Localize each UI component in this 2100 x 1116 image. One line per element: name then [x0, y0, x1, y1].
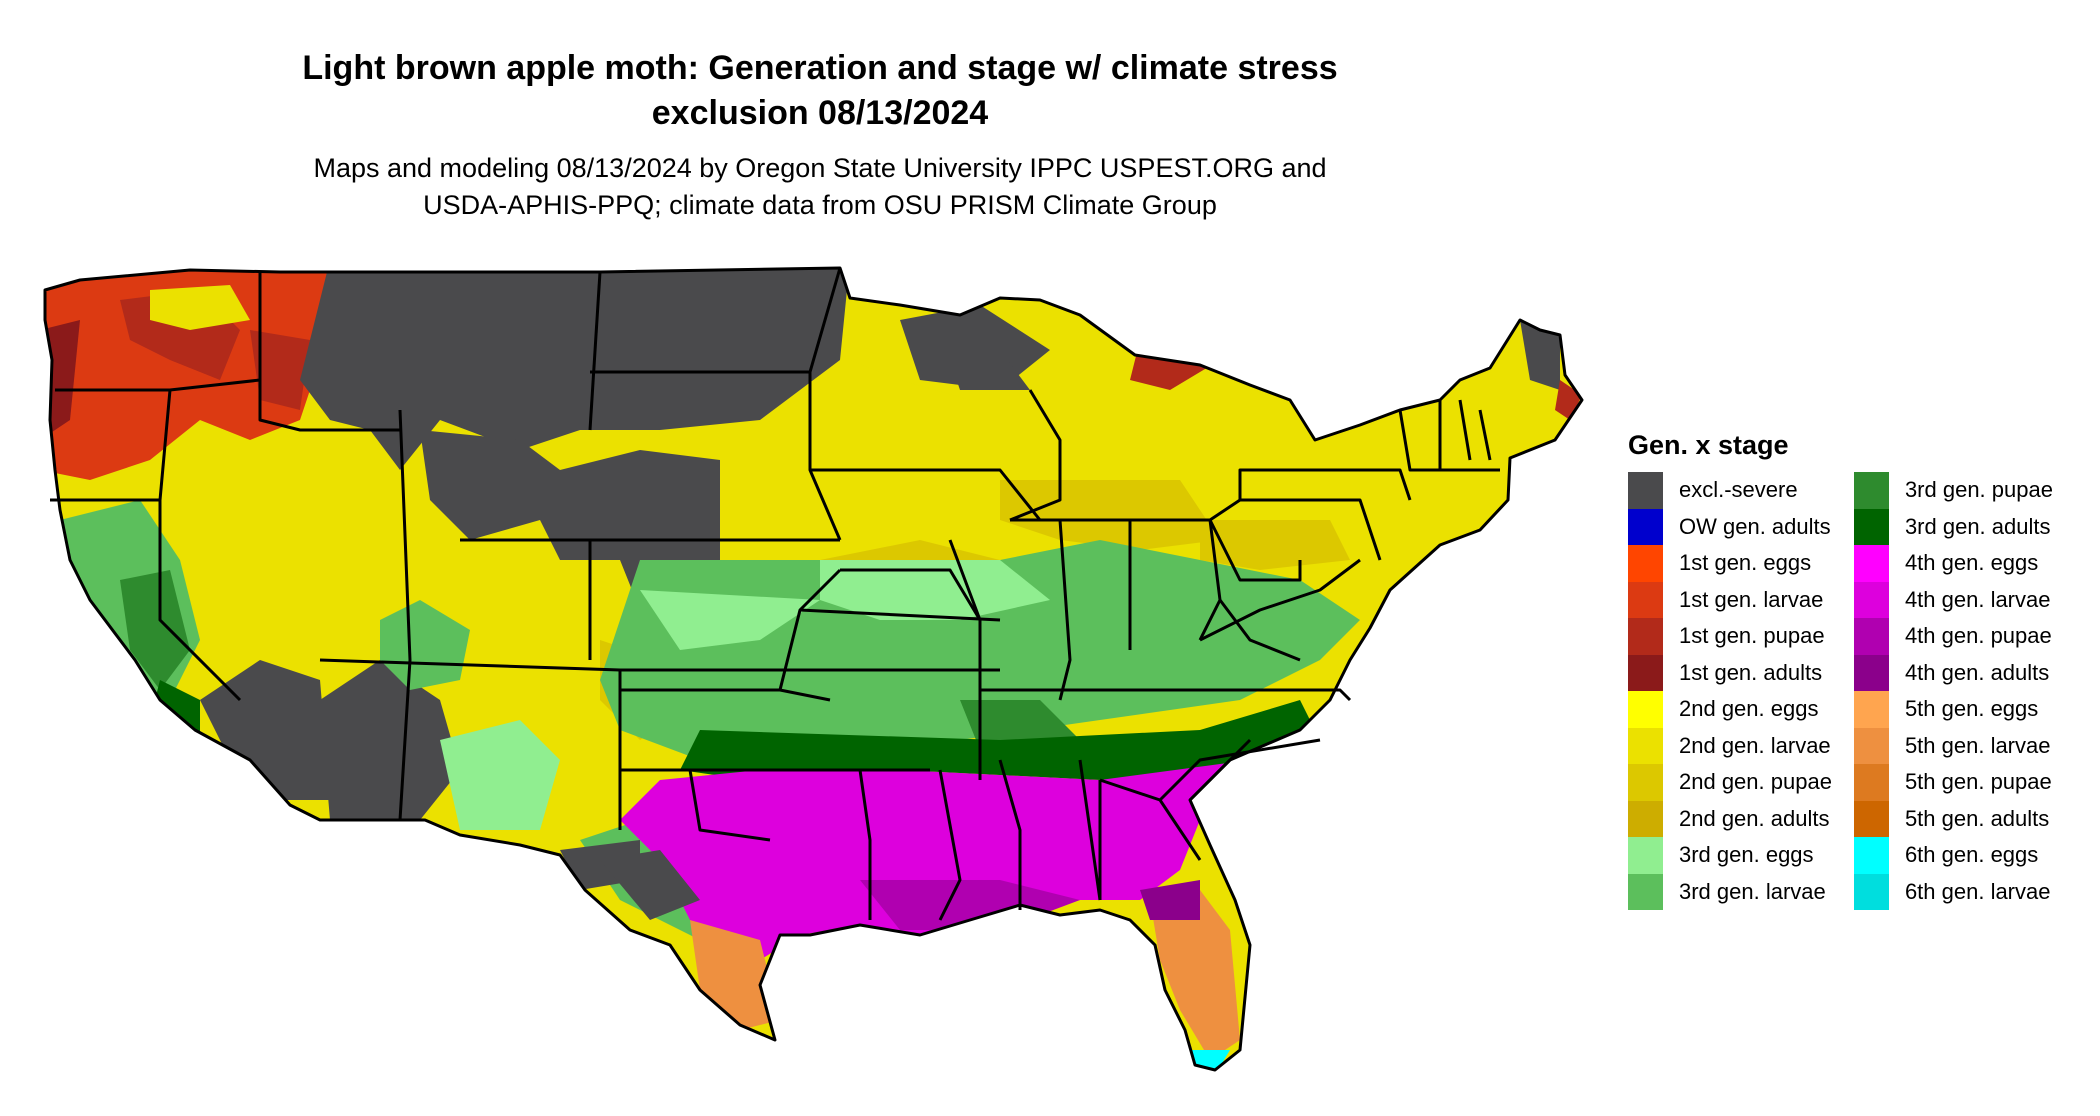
legend-label: 2nd gen. adults	[1679, 805, 1830, 831]
legend-item: 3rd gen. eggs	[1628, 837, 1832, 874]
legend-item: 1st gen. larvae	[1628, 581, 1832, 618]
legend-swatch	[1628, 472, 1663, 509]
legend-swatch	[1628, 581, 1663, 618]
legend-item: 2nd gen. eggs	[1628, 691, 1832, 728]
legend-swatch	[1628, 873, 1663, 910]
legend-swatch	[1853, 691, 1889, 728]
legend-swatch	[1628, 618, 1663, 655]
legend-column-1: excl.-severe OW gen. adults 1st gen. eggs 1…	[1628, 472, 1832, 910]
legend-swatch	[1853, 727, 1889, 764]
legend-label: 1st gen. adults	[1679, 659, 1823, 685]
legend-item: 4th gen. pupae	[1853, 618, 2053, 655]
legend-label: 2nd gen. pupae	[1679, 769, 1832, 795]
legend-label: excl.-severe	[1679, 477, 1798, 503]
legend-label: 3rd gen. larvae	[1679, 878, 1826, 904]
legend-label: 3rd gen. eggs	[1679, 842, 1814, 868]
legend-swatch	[1853, 800, 1889, 837]
title-line-2: exclusion 08/13/2024	[651, 94, 989, 132]
legend-item: 6th gen. larvae	[1853, 873, 2053, 910]
legend-item: 2nd gen. pupae	[1628, 764, 1832, 801]
legend-item: 4th gen. eggs	[1853, 545, 2053, 582]
legend-swatch	[1628, 508, 1663, 545]
legend-label: 3rd gen. pupae	[1904, 477, 2053, 503]
legend-label: 5th gen. adults	[1904, 805, 2050, 831]
legend-item: 1st gen. adults	[1628, 654, 1832, 691]
legend-item: 1st gen. eggs	[1628, 545, 1832, 582]
stage-fill	[45, 268, 1582, 1070]
legend-label: 6th gen. larvae	[1904, 878, 2051, 904]
legend-swatch	[1853, 545, 1889, 582]
legend-item: 3rd gen. adults	[1853, 508, 2053, 545]
legend-item: 3rd gen. larvae	[1628, 873, 1832, 910]
legend-label: 1st gen. larvae	[1679, 586, 1824, 612]
legend-item: 4th gen. adults	[1853, 654, 2053, 691]
legend-item: 1st gen. pupae	[1628, 618, 1832, 655]
legend-item: excl.-severe	[1628, 472, 1832, 509]
legend: Gen. x stage excl.-severe OW gen. adults 1…	[1628, 428, 2088, 910]
legend-item: 4th gen. larvae	[1853, 581, 2053, 618]
legend-title: Gen. x stage	[1628, 430, 1789, 460]
legend-swatch	[1853, 873, 1889, 910]
legend-swatch	[1628, 545, 1663, 582]
legend-item: 5th gen. eggs	[1853, 691, 2053, 728]
map-subtitle: Maps and modeling 08/13/2024 by Oregon S…	[160, 150, 1480, 224]
legend-label: 3rd gen. adults	[1904, 513, 2051, 539]
legend-swatch	[1853, 618, 1889, 655]
legend-item: 2nd gen. adults	[1628, 800, 1832, 837]
legend-item: 5th gen. larvae	[1853, 727, 2053, 764]
legend-item: 6th gen. eggs	[1853, 837, 2053, 874]
legend-label: 2nd gen. larvae	[1679, 732, 1831, 758]
legend-label: 4th gen. adults	[1904, 659, 2050, 685]
legend-label: 2nd gen. eggs	[1679, 696, 1819, 722]
legend-label: 6th gen. eggs	[1904, 842, 2039, 868]
legend-swatch	[1853, 581, 1889, 618]
legend-swatch	[1628, 691, 1663, 728]
state-borders	[43, 266, 1584, 1072]
legend-label: 4th gen. eggs	[1904, 550, 2039, 576]
legend-label: 5th gen. pupae	[1904, 769, 2052, 795]
legend-swatch	[1628, 654, 1663, 691]
legend-swatch	[1853, 654, 1889, 691]
legend-label: OW gen. adults	[1679, 513, 1831, 539]
title-line-1: Light brown apple moth: Generation and s…	[302, 49, 1338, 87]
subtitle-line-2: USDA-APHIS-PPQ; climate data from OSU PR…	[423, 190, 1217, 220]
legend-swatch	[1853, 837, 1889, 874]
legend-columns: excl.-severe OW gen. adults 1st gen. eggs 1…	[1628, 472, 2088, 910]
legend-item: 3rd gen. pupae	[1853, 472, 2053, 509]
legend-label: 5th gen. larvae	[1904, 732, 2051, 758]
legend-swatch	[1853, 472, 1889, 509]
legend-column-2: 3rd gen. pupae 3rd gen. adults 4th gen. eg…	[1853, 472, 2053, 910]
legend-item: OW gen. adults	[1628, 508, 1832, 545]
legend-label: 1st gen. pupae	[1679, 623, 1825, 649]
subtitle-line-1: Maps and modeling 08/13/2024 by Oregon S…	[313, 153, 1327, 183]
legend-swatch	[1628, 727, 1663, 764]
legend-label: 5th gen. eggs	[1904, 696, 2039, 722]
legend-item: 5th gen. pupae	[1853, 764, 2053, 801]
legend-item: 2nd gen. larvae	[1628, 727, 1832, 764]
legend-swatch	[1853, 508, 1889, 545]
map-title: Light brown apple moth: Generation and s…	[160, 46, 1480, 136]
legend-swatch	[1853, 764, 1889, 801]
legend-label: 4th gen. pupae	[1904, 623, 2052, 649]
legend-swatch	[1628, 837, 1663, 874]
legend-label: 4th gen. larvae	[1904, 586, 2051, 612]
legend-swatch	[1628, 800, 1663, 837]
legend-label: 1st gen. eggs	[1679, 550, 1812, 576]
legend-item: 5th gen. adults	[1853, 800, 2053, 837]
legend-swatch	[1628, 764, 1663, 801]
